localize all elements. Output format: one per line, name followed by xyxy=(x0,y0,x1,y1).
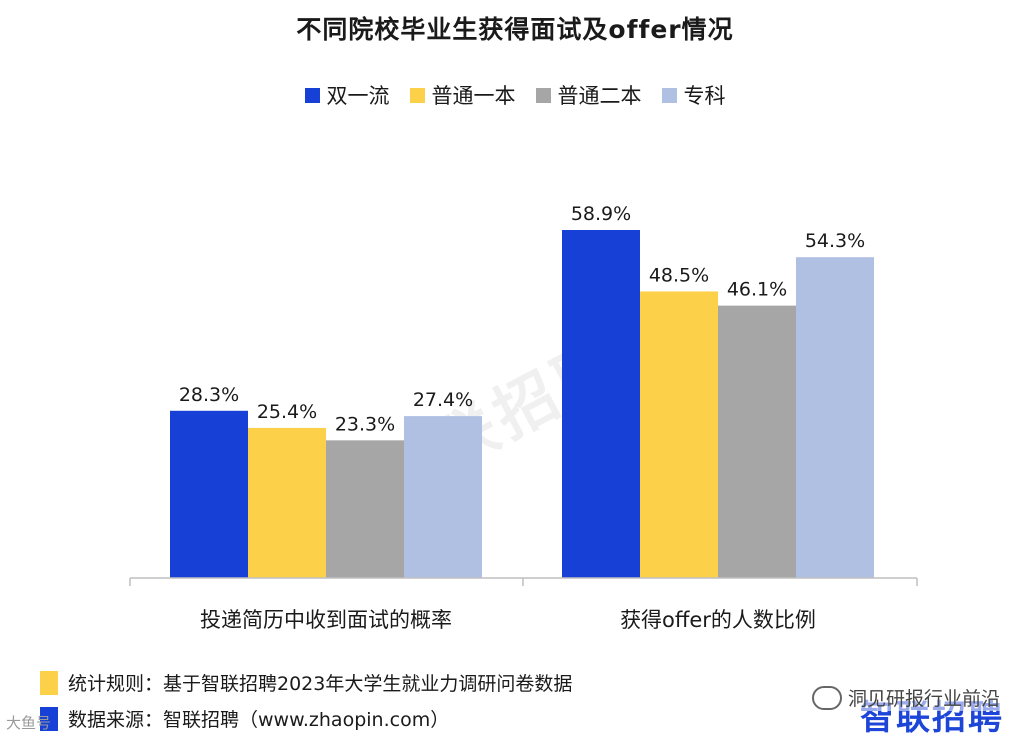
corner-watermark: 大鱼号 xyxy=(6,714,52,732)
wechat-mark: 洞见研报行业前沿 xyxy=(811,684,1000,711)
bar xyxy=(248,427,326,578)
data-label: 27.4% xyxy=(413,389,473,411)
chart-title: 不同院校毕业生获得面试及offer情况 xyxy=(296,15,734,44)
legend-label: 普通二本 xyxy=(557,84,642,108)
data-label: 28.3% xyxy=(179,384,239,406)
legend-swatch xyxy=(661,87,677,103)
x-tick-label: 投递简历中收到面试的概率 xyxy=(200,608,452,632)
source-text: 数据来源：智联招聘（www.zhaopin.com） xyxy=(68,709,450,731)
legend-item-zhuanke: 专科 xyxy=(661,80,726,110)
data-label: 25.4% xyxy=(257,401,317,423)
footer-rule: 统计规则：基于智联招聘2023年大学生就业力调研问卷数据 xyxy=(40,669,572,696)
wechat-text: 洞见研报行业前沿 xyxy=(847,688,1000,710)
bar xyxy=(718,305,796,578)
legend-label: 专科 xyxy=(683,84,726,108)
legend-item-putong-yiben: 普通一本 xyxy=(409,80,516,110)
bar xyxy=(640,291,718,578)
data-label: 58.9% xyxy=(571,203,631,225)
legend-swatch xyxy=(304,87,320,103)
bar xyxy=(170,410,248,578)
wechat-icon xyxy=(811,685,842,710)
bar xyxy=(326,440,404,578)
x-tick-label: 获得offer的人数比例 xyxy=(620,608,816,632)
rule-swatch xyxy=(40,670,58,695)
rule-text: 统计规则：基于智联招聘2023年大学生就业力调研问卷数据 xyxy=(68,673,573,695)
data-label: 48.5% xyxy=(649,264,709,286)
bar xyxy=(796,257,874,578)
footer-source: 数据来源：智联招聘（www.zhaopin.com） xyxy=(40,705,449,732)
bar xyxy=(404,416,482,578)
legend-swatch xyxy=(409,87,425,103)
source-swatch xyxy=(40,706,58,731)
bar-chart: 28.3% 25.4% 23.3% 27.4% 投递简历中收到面试的概率 58.9% 48.… xyxy=(129,203,918,632)
legend-label: 双一流 xyxy=(326,84,390,108)
chart-legend: 双一流 普通一本 普通二本 专科 xyxy=(0,80,1030,110)
legend-item-shuangyiliu: 双一流 xyxy=(304,80,390,110)
data-label: 46.1% xyxy=(727,279,787,301)
bar xyxy=(562,230,640,578)
data-label: 23.3% xyxy=(335,413,395,435)
legend-swatch xyxy=(535,87,551,103)
data-label: 54.3% xyxy=(805,230,865,252)
legend-item-putong-erben: 普通二本 xyxy=(535,80,642,110)
legend-label: 普通一本 xyxy=(431,84,516,108)
